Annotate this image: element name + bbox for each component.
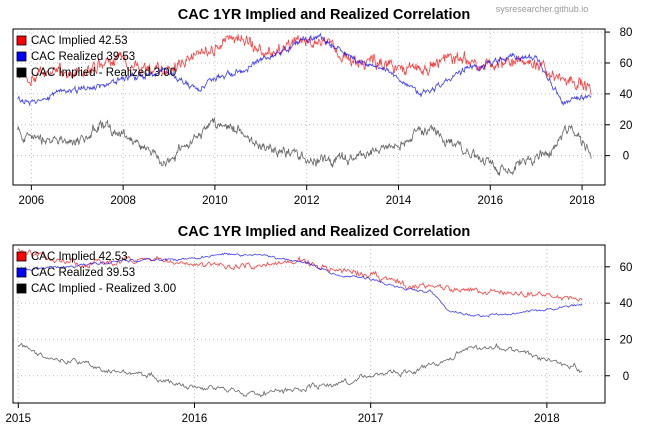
- legend-swatch: [16, 51, 27, 62]
- spread-line: [17, 117, 592, 176]
- chart-title: CAC 1YR Implied and Realized Correlation: [178, 224, 470, 240]
- x-tick-label: 2016: [477, 195, 503, 207]
- legend-swatch: [16, 35, 27, 46]
- chart-title: CAC 1YR Implied and Realized Correlation: [178, 7, 470, 23]
- x-axis: 2006 2008 2010 2012 2014 2016 2018: [19, 184, 595, 207]
- x-tick-label: 2018: [569, 195, 595, 207]
- x-tick-label: 2018: [534, 413, 560, 425]
- y-tick-label: 80: [620, 27, 633, 39]
- watermark-text: sysresearcher.github.io: [496, 4, 589, 14]
- x-tick-label: 2015: [5, 413, 31, 425]
- legend-label: CAC Implied - Realized 3.00: [31, 67, 176, 79]
- y-tick-label: 0: [623, 371, 629, 383]
- x-tick-label: 2010: [202, 195, 228, 207]
- legend-label: CAC Implied 42.53: [31, 251, 128, 263]
- series-lines: [17, 32, 592, 176]
- legend-label: CAC Realized 39.53: [31, 267, 135, 279]
- legend-swatch: [16, 283, 27, 294]
- legend-swatch: [16, 251, 27, 262]
- legend-label: CAC Realized 39.53: [31, 51, 135, 63]
- grid-lines: [13, 245, 605, 403]
- legend: CAC Implied 42.53 CAC Realized 39.53 CAC I…: [16, 251, 176, 295]
- legend-label: CAC Implied 42.53: [31, 35, 128, 47]
- legend-swatch: [16, 67, 27, 78]
- y-tick-label: 40: [620, 298, 633, 310]
- y-tick-label: 60: [620, 262, 633, 274]
- legend-swatch: [16, 267, 27, 278]
- y-tick-label: 60: [620, 58, 633, 70]
- implied-line: [17, 34, 592, 96]
- series-lines: [17, 248, 583, 398]
- panel-recent: CAC 1YR Implied and Realized Correlation…: [5, 224, 632, 425]
- y-tick-label: 20: [620, 334, 633, 346]
- grid-lines: [13, 29, 605, 185]
- x-tick-label: 2017: [358, 413, 384, 425]
- y-axis: 0 20 40 60: [604, 262, 633, 383]
- spread-line: [17, 342, 583, 398]
- x-tick-label: 2014: [386, 195, 412, 207]
- implied-line: [17, 248, 583, 302]
- y-axis: 0 20 40 60 80: [604, 27, 633, 163]
- x-tick-label: 2008: [110, 195, 136, 207]
- y-tick-label: 20: [620, 120, 633, 132]
- x-tick-label: 2016: [182, 413, 208, 425]
- y-tick-label: 0: [623, 151, 629, 163]
- y-tick-label: 40: [620, 89, 633, 101]
- legend-label: CAC Implied - Realized 3.00: [31, 283, 176, 295]
- panel-full-history: CAC 1YR Implied and Realized Correlation…: [12, 7, 633, 207]
- x-axis: 2015 2016 2017 2018: [5, 402, 560, 425]
- realized-line: [17, 252, 583, 318]
- legend: CAC Implied 42.53 CAC Realized 39.53 CAC I…: [16, 35, 176, 79]
- x-tick-label: 2012: [294, 195, 320, 207]
- realized-line: [17, 32, 592, 107]
- x-tick-label: 2006: [19, 195, 45, 207]
